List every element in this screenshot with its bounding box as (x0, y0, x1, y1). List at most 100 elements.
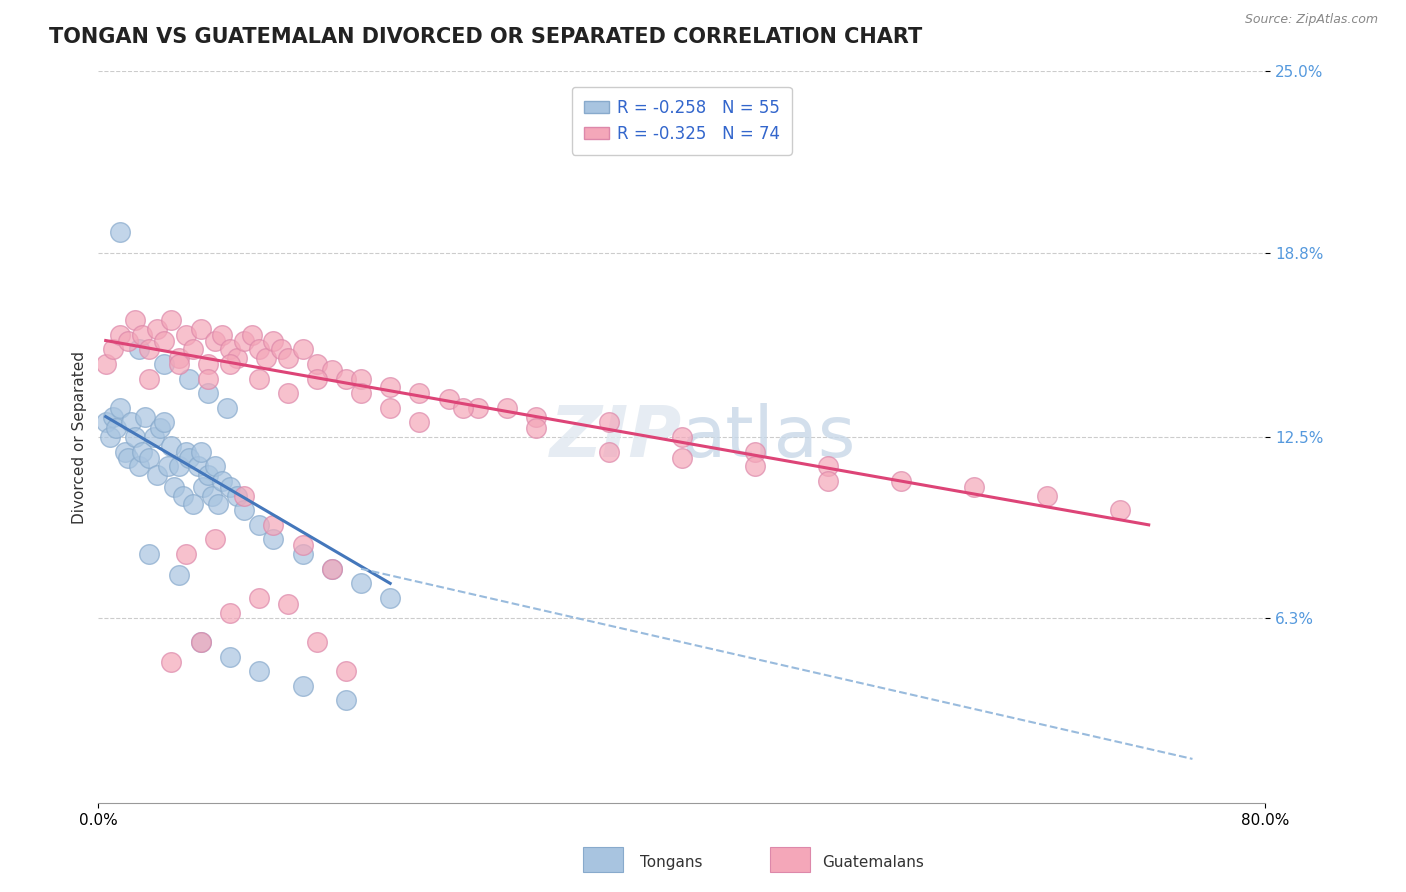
Point (247, 591, 270, 605)
Point (467, 401, 489, 415)
Point (218, 606, 240, 620)
Point (277, 351, 299, 365)
Point (408, 386, 430, 401)
Point (277, 386, 299, 401)
Point (215, 401, 238, 415)
Point (218, 343, 240, 357)
Text: Source: ZipAtlas.com: Source: ZipAtlas.com (1244, 13, 1378, 27)
Point (247, 664, 270, 678)
Point (254, 351, 277, 365)
Point (817, 474, 839, 488)
Point (524, 421, 547, 435)
Point (167, 351, 190, 365)
Point (321, 562, 343, 576)
Point (321, 562, 343, 576)
Point (177, 450, 200, 465)
Point (190, 635, 212, 649)
Point (218, 649, 240, 664)
Point (197, 357, 219, 371)
Point (233, 334, 256, 348)
Point (104, 421, 127, 435)
Point (153, 416, 176, 430)
Point (110, 401, 132, 415)
Point (114, 444, 136, 458)
Point (211, 474, 233, 488)
Text: TONGAN VS GUATEMALAN DIVORCED OR SEPARATED CORRELATION CHART: TONGAN VS GUATEMALAN DIVORCED OR SEPARAT… (49, 27, 922, 46)
Point (138, 450, 160, 465)
Point (524, 409, 547, 424)
Point (335, 664, 357, 678)
Point (193, 480, 215, 494)
Point (233, 489, 256, 503)
Point (157, 459, 180, 474)
Point (146, 322, 169, 336)
Point (437, 392, 460, 406)
Text: ZIP: ZIP (550, 402, 682, 472)
Legend: R = -0.258   N = 55, R = -0.325   N = 74: R = -0.258 N = 55, R = -0.325 N = 74 (572, 87, 792, 154)
Point (117, 450, 139, 465)
Point (226, 351, 249, 365)
Point (98, 430, 121, 444)
Point (598, 416, 620, 430)
Point (167, 357, 190, 371)
Point (218, 357, 240, 371)
Point (131, 327, 153, 342)
Point (307, 635, 329, 649)
Point (380, 591, 402, 605)
Point (197, 371, 219, 385)
Point (190, 444, 212, 458)
Point (307, 371, 329, 385)
Text: Guatemalans: Guatemalans (823, 855, 924, 870)
Point (120, 416, 142, 430)
Point (204, 533, 226, 547)
Point (181, 497, 204, 511)
Point (149, 421, 172, 435)
Point (671, 430, 693, 444)
Point (277, 597, 299, 611)
Point (201, 489, 224, 503)
Point (263, 517, 285, 532)
Point (263, 334, 285, 348)
Point (226, 489, 249, 503)
Point (218, 480, 240, 494)
Point (817, 459, 839, 474)
Point (197, 386, 219, 401)
Point (128, 343, 150, 357)
Point (146, 468, 169, 483)
Point (291, 679, 314, 693)
Point (307, 357, 329, 371)
Point (598, 444, 620, 458)
Point (187, 459, 209, 474)
Point (142, 430, 165, 444)
Point (291, 538, 314, 552)
Point (496, 401, 519, 415)
Point (110, 225, 132, 239)
Point (211, 327, 233, 342)
Point (163, 480, 186, 494)
Point (744, 444, 766, 458)
Point (204, 334, 226, 348)
Point (240, 327, 263, 342)
Point (671, 450, 693, 465)
Point (94, 416, 117, 430)
Point (167, 567, 190, 582)
Point (263, 533, 285, 547)
Point (190, 635, 212, 649)
Point (167, 459, 190, 474)
Point (160, 656, 183, 670)
Point (181, 343, 204, 357)
Point (247, 517, 270, 532)
Point (233, 503, 256, 517)
Point (160, 439, 183, 453)
Point (138, 343, 160, 357)
Point (138, 371, 160, 385)
Point (124, 313, 146, 327)
Point (270, 343, 292, 357)
Y-axis label: Divorced or Separated: Divorced or Separated (72, 351, 87, 524)
Point (335, 693, 357, 707)
Point (890, 474, 912, 488)
Point (174, 547, 197, 561)
Point (160, 313, 183, 327)
Point (174, 327, 197, 342)
Point (207, 497, 229, 511)
